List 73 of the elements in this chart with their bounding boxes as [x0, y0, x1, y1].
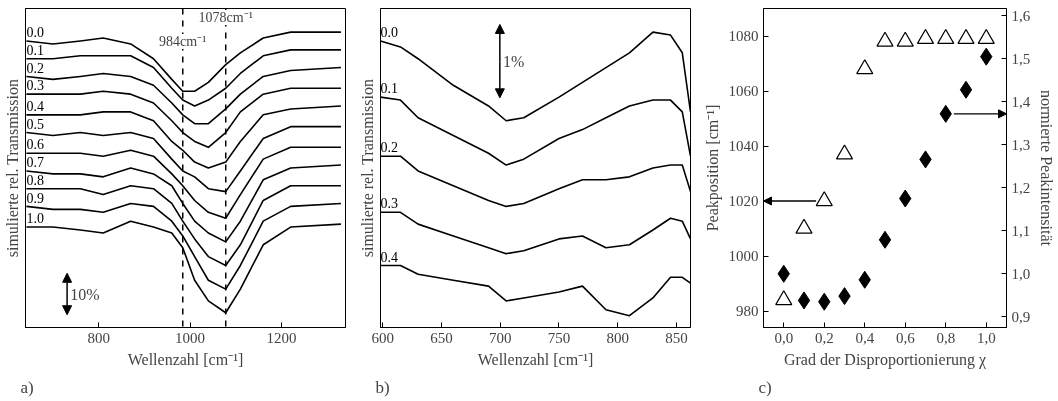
series-label: 0.0	[380, 25, 398, 41]
point	[815, 191, 833, 207]
series-label: 0.1	[26, 42, 44, 58]
text: c)	[758, 377, 772, 397]
ref-line-label: 984cm⁻¹	[159, 34, 207, 50]
x-tick-label: 0,6	[895, 329, 916, 346]
y2-tick-label: 1,6	[1011, 7, 1031, 24]
series-label: 0.4	[380, 249, 398, 265]
series-label: 0.8	[26, 172, 44, 188]
y-tick-label: 1040	[728, 138, 759, 154]
x-tick-label: 0,2	[814, 329, 834, 346]
x-tick-label: 800	[87, 329, 110, 346]
annotation: 10%	[70, 285, 100, 303]
y-axis-title: Peakposition [cm⁻¹]	[703, 104, 722, 232]
point	[957, 28, 975, 44]
y2-tick-label: 1,5	[1011, 50, 1031, 67]
y-tick-label: 1020	[728, 193, 759, 209]
y-tick-label: 1000	[728, 248, 759, 264]
series-label: 0.7	[26, 155, 44, 171]
point	[916, 28, 935, 44]
point	[795, 218, 813, 234]
x-axis-title: Grad der Disproportionierung χ	[783, 350, 987, 369]
series-label: 0.5	[26, 116, 44, 132]
point	[977, 28, 995, 44]
y-axis-title: simulierte rel. Transmission	[358, 79, 376, 258]
series-label: 0.4	[26, 99, 44, 115]
point	[878, 230, 892, 249]
ref-line-label: 1078cm⁻¹	[198, 10, 253, 26]
series-label: 0.6	[26, 137, 44, 153]
point	[856, 59, 874, 75]
series-label: 0.2	[380, 140, 398, 156]
y2-tick-label: 1,0	[1011, 265, 1031, 282]
y-tick-label: 1080	[728, 28, 759, 44]
y2-tick-label: 1,3	[1011, 136, 1031, 153]
x-tick-label: 1000	[175, 329, 206, 346]
y2-tick-label: 1,4	[1011, 93, 1031, 110]
x-tick-label: 600	[371, 329, 395, 346]
x-tick-label: 800	[606, 329, 629, 346]
y2-axis-title: normierte Peakintensität	[1038, 90, 1056, 247]
y-tick-label: 980	[736, 303, 759, 319]
y-tick-label: 1060	[728, 83, 759, 99]
annotation: 1%	[502, 52, 525, 70]
x-tick-label: 0,0	[774, 329, 794, 346]
series-label: 0.3	[26, 78, 44, 94]
text: a)	[20, 377, 34, 397]
x-tick-label: 750	[547, 329, 571, 346]
x-tick-label: 1,0	[976, 329, 996, 346]
series-label: 0.0	[26, 25, 44, 41]
x-tick-label: 700	[489, 329, 512, 346]
x-axis-title: Wellenzahl [cm⁻¹]	[477, 350, 594, 368]
point	[896, 31, 914, 47]
x-tick-label: 1200	[266, 329, 297, 346]
point	[876, 31, 894, 47]
x-tick-label: 0,4	[855, 329, 875, 346]
y-axis-title: simulierte rel. Transmission	[3, 79, 21, 258]
series-label: 0.1	[380, 81, 398, 97]
x-tick-label: 650	[430, 329, 453, 346]
point	[797, 291, 811, 310]
series-label: 1.0	[26, 211, 44, 227]
point	[959, 80, 973, 99]
series-label: 0.3	[380, 196, 398, 212]
text: b)	[375, 377, 390, 397]
point	[775, 290, 793, 306]
point	[937, 28, 955, 44]
y2-tick-label: 1,2	[1011, 179, 1031, 196]
y2-tick-label: 0,9	[1011, 308, 1031, 325]
y2-tick-label: 1,1	[1011, 222, 1031, 239]
point	[835, 144, 854, 160]
x-axis-title: Wellenzahl [cm⁻¹]	[127, 350, 244, 368]
x-tick-label: 0,8	[936, 329, 956, 346]
series-label: 0.2	[26, 60, 44, 76]
series-label: 0.9	[26, 190, 44, 206]
x-tick-label: 850	[665, 329, 688, 346]
